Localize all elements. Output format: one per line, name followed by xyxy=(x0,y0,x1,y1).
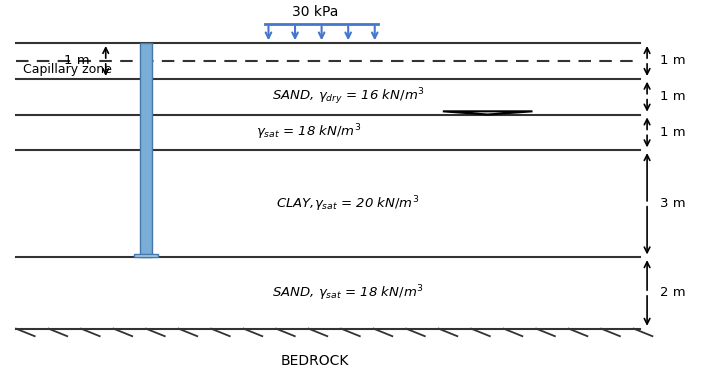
Text: Capillary zone: Capillary zone xyxy=(22,64,112,76)
Text: 1 m: 1 m xyxy=(660,55,686,67)
Text: $\gamma_{sat}$ = 18 $kN/m^3$: $\gamma_{sat}$ = 18 $kN/m^3$ xyxy=(255,122,361,142)
Text: 1 m: 1 m xyxy=(660,126,686,139)
Text: BEDROCK: BEDROCK xyxy=(280,354,349,368)
Text: 30 kPa: 30 kPa xyxy=(292,5,338,19)
Text: 3 m: 3 m xyxy=(660,197,686,210)
Bar xyxy=(140,43,152,257)
Bar xyxy=(134,254,157,257)
Text: SAND, $\gamma_{sat}$ = 18 $kN/m^3$: SAND, $\gamma_{sat}$ = 18 $kN/m^3$ xyxy=(272,283,424,303)
Text: 2 m: 2 m xyxy=(660,286,686,300)
Text: SAND, $\gamma_{dry}$ = 16 $kN/m^3$: SAND, $\gamma_{dry}$ = 16 $kN/m^3$ xyxy=(272,86,425,107)
Text: 1 m: 1 m xyxy=(660,90,686,103)
Text: 1 m: 1 m xyxy=(63,55,89,67)
Text: CLAY,$\gamma_{sat}$ = 20 $kN/m^3$: CLAY,$\gamma_{sat}$ = 20 $kN/m^3$ xyxy=(276,194,420,214)
